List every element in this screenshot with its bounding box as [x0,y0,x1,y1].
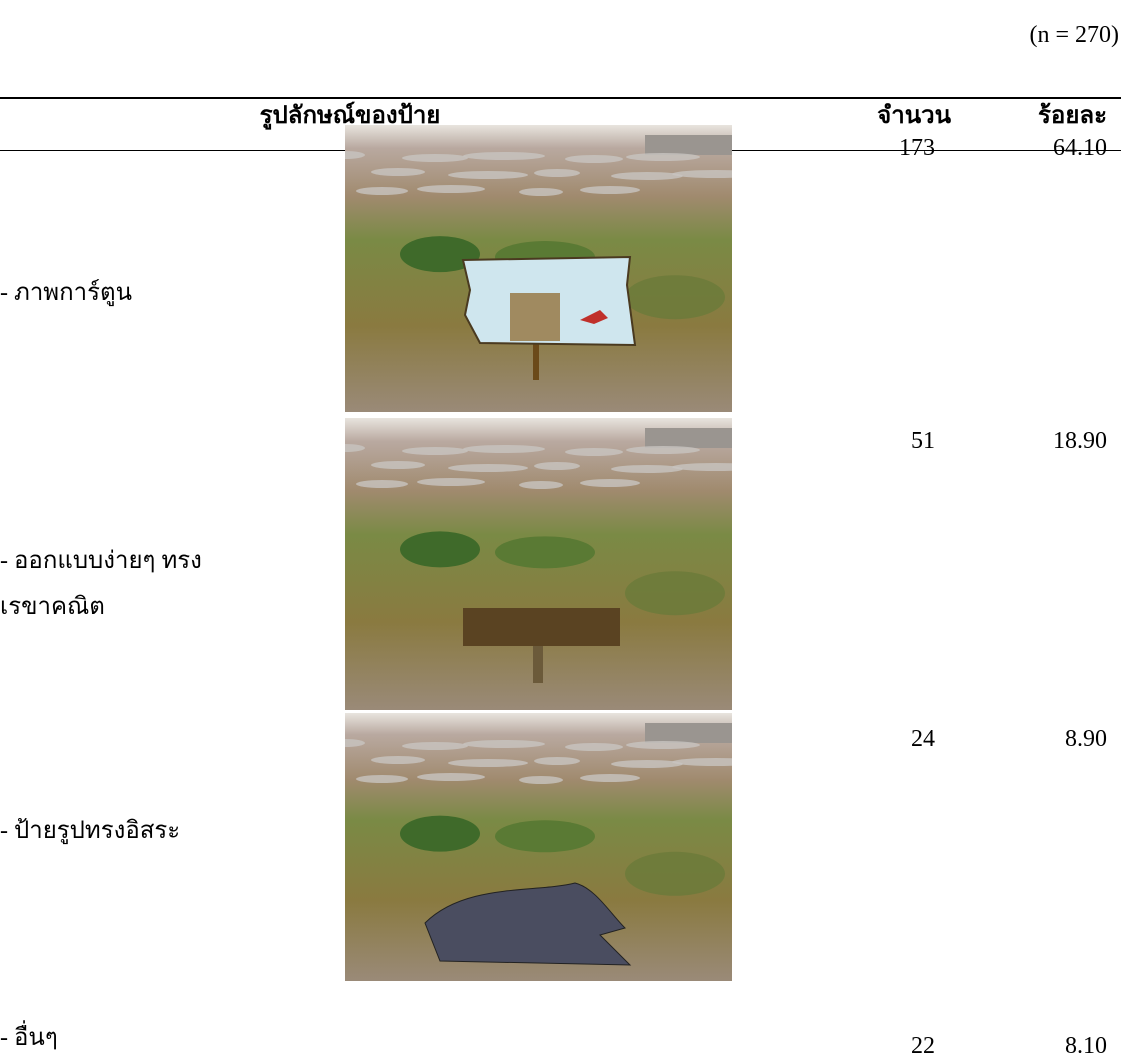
row-label: - ภาพการ์ตูน [0,278,132,308]
rock [448,759,528,767]
rock [580,479,640,487]
rock [519,776,563,784]
count-cell: 22 [911,1031,935,1061]
header-cell: ร้อยละ [1038,101,1107,131]
sign-photo: โปรดอย่ายืนชิดริมหน้าผา [345,418,732,710]
count-cell: 24 [911,724,935,754]
rock [417,185,485,193]
percent-cell: 64.10 [1053,133,1107,163]
count-cell: 173 [899,133,935,163]
rock [356,775,408,783]
top-rule [0,97,1121,99]
rock [565,155,623,163]
sign-board [463,608,620,646]
rock [580,774,640,782]
rock [565,743,623,751]
sample-note: (n = 270) [1029,20,1119,50]
rock [519,481,563,489]
rock [645,723,732,743]
bush [400,531,480,567]
row-label: - อื่นๆ [0,1023,58,1053]
bush [400,816,480,852]
rock [645,428,732,448]
header-cell: จำนวน [877,101,951,131]
rock [565,448,623,456]
rock [645,135,732,155]
rock [417,478,485,486]
rock [611,760,683,768]
rock [463,740,545,748]
percent-cell: 8.90 [1065,724,1107,754]
rock [402,154,468,162]
percent-cell: 8.10 [1065,1031,1107,1061]
bush [495,536,595,568]
rock [402,447,468,455]
bush [625,852,725,896]
page: (n = 270) รูปลักษณ์ของป้าย จำนวน ร้อยละ … [0,0,1121,1061]
rock [371,756,425,764]
row-label: - ป้ายรูปทรงอิสระ [0,816,180,846]
rock [534,169,580,177]
rock [356,480,408,488]
rock [519,188,563,196]
sign-photo: โปรดอย่ายืนชิดริมหน้าผา [345,125,732,412]
bush [625,571,725,615]
cliff [510,293,560,341]
rock [448,171,528,179]
rock [534,757,580,765]
rock [626,153,700,161]
rock [448,464,528,472]
rock [371,461,425,469]
rock [626,741,700,749]
rock [371,168,425,176]
row-label: เรขาคณิต [0,592,105,622]
rock [356,187,408,195]
row-label: - ออกแบบง่ายๆ ทรง [0,546,202,576]
rock [463,152,545,160]
rock [611,465,683,473]
bush [625,275,725,319]
rock [402,742,468,750]
bush [495,820,595,852]
sign-photo: โปรดอย่ายืนชิดริมหน้าผา [345,713,732,981]
count-cell: 51 [911,426,935,456]
rock [463,445,545,453]
rock [626,446,700,454]
rock [611,172,683,180]
rock [580,186,640,194]
rock [417,773,485,781]
percent-cell: 18.90 [1053,426,1107,456]
rock [534,462,580,470]
